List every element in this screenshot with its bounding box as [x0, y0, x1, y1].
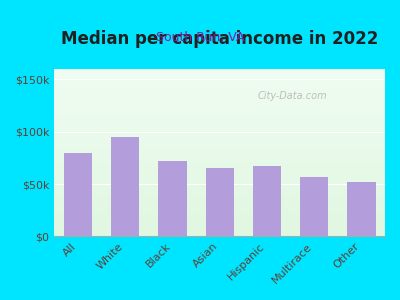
- Bar: [111, 137, 139, 236]
- Bar: [253, 166, 281, 236]
- Bar: [300, 177, 328, 236]
- Bar: [347, 182, 376, 236]
- Bar: [158, 161, 187, 236]
- Text: South Run, VA: South Run, VA: [156, 31, 244, 44]
- Text: City-Data.com: City-Data.com: [258, 91, 327, 101]
- Bar: [206, 168, 234, 236]
- Title: Median per capita income in 2022: Median per capita income in 2022: [61, 30, 378, 48]
- Bar: [64, 153, 92, 236]
